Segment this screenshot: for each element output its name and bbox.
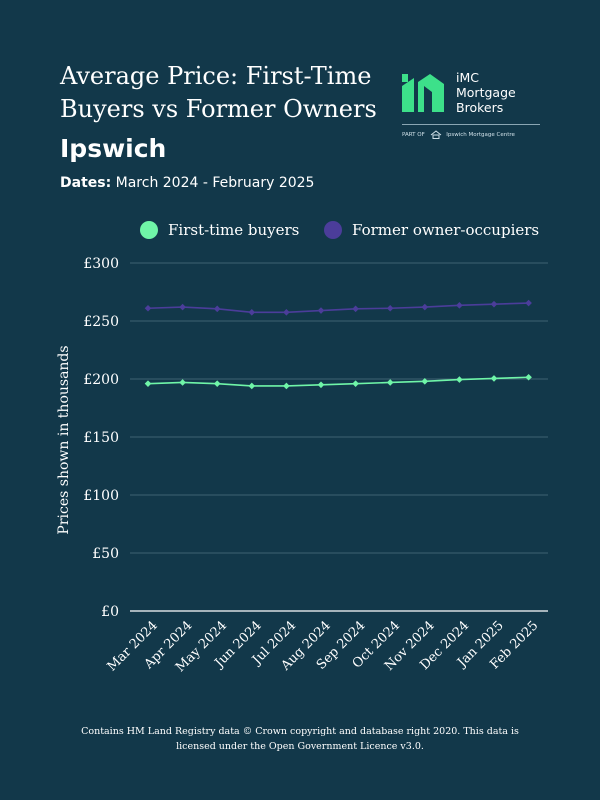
brand-line-3: Brokers xyxy=(456,100,504,115)
data-point-first-time-buyers xyxy=(248,382,256,390)
y-axis-label: Prices shown in thousands xyxy=(56,345,72,534)
legend-label-former-owner-occupiers: Former owner-occupiers xyxy=(352,221,540,239)
data-point-first-time-buyers xyxy=(525,373,532,381)
brand-line-2: Mortgage xyxy=(456,85,516,100)
dates-value: March 2024 - February 2025 xyxy=(115,175,315,191)
data-point-former-owner-occupiers xyxy=(525,299,532,307)
date-range: Dates: March 2024 - February 2025 xyxy=(60,175,314,191)
y-tick-label: £100 xyxy=(83,488,119,504)
y-tick-label: £150 xyxy=(83,430,119,446)
data-point-first-time-buyers xyxy=(421,378,429,385)
data-point-former-owner-occupiers xyxy=(179,303,186,311)
data-point-first-time-buyers xyxy=(179,379,186,386)
data-point-first-time-buyers xyxy=(352,380,359,387)
data-point-former-owner-occupiers xyxy=(248,309,256,316)
city-heading: Ipswich xyxy=(60,134,167,163)
data-point-former-owner-occupiers xyxy=(213,305,221,313)
dates-label: Dates: xyxy=(60,175,112,191)
data-point-former-owner-occupiers xyxy=(490,300,498,308)
data-point-first-time-buyers xyxy=(283,382,290,390)
data-point-former-owner-occupiers xyxy=(421,303,429,311)
legend-swatch-first-time-buyers xyxy=(140,221,158,239)
data-point-first-time-buyers xyxy=(213,380,221,387)
data-point-former-owner-occupiers xyxy=(144,304,152,312)
data-point-first-time-buyers xyxy=(317,381,325,389)
data-point-first-time-buyers xyxy=(490,375,498,382)
data-point-former-owner-occupiers xyxy=(456,302,463,309)
data-point-former-owner-occupiers xyxy=(352,305,359,313)
brand-line-1: iMC xyxy=(456,70,479,85)
house-icon xyxy=(430,130,441,139)
y-tick-label: £200 xyxy=(83,372,119,388)
data-point-first-time-buyers xyxy=(144,380,152,387)
legend-label-first-time-buyers: First-time buyers xyxy=(168,221,300,239)
y-tick-label: £300 xyxy=(83,256,119,272)
data-point-former-owner-occupiers xyxy=(283,309,290,316)
parent-company: PART OF Ipswich Mortgage Centre xyxy=(402,130,515,139)
logo-divider xyxy=(402,124,540,125)
series-line-former-owner-occupiers xyxy=(147,302,529,314)
y-tick-label: £250 xyxy=(83,314,119,330)
house-logo-icon xyxy=(402,74,444,112)
chart-title: Average Price: First-Time Buyers vs Form… xyxy=(60,62,377,123)
data-point-first-time-buyers xyxy=(456,376,463,383)
brand-name: iMC Mortgage Brokers xyxy=(456,70,516,115)
legend-swatch-former-owner-occupiers xyxy=(324,221,342,239)
legend-item-former-owner-occupiers: Former owner-occupiers xyxy=(324,221,539,239)
legend-item-first-time-buyers: First-time buyers xyxy=(140,221,299,239)
brand-logo: iMC Mortgage Brokers PART OF Ipswich Mor… xyxy=(402,70,542,150)
data-point-first-time-buyers xyxy=(386,379,394,386)
data-point-former-owner-occupiers xyxy=(386,304,394,312)
part-of-label: PART OF xyxy=(402,132,425,138)
data-point-former-owner-occupiers xyxy=(317,307,325,314)
data-attribution: Contains HM Land Registry data © Crown c… xyxy=(81,726,519,752)
y-tick-label: £0 xyxy=(101,604,119,620)
series-line-first-time-buyers xyxy=(147,376,529,387)
parent-company-name: Ipswich Mortgage Centre xyxy=(446,132,515,138)
y-tick-label: £50 xyxy=(92,546,119,562)
